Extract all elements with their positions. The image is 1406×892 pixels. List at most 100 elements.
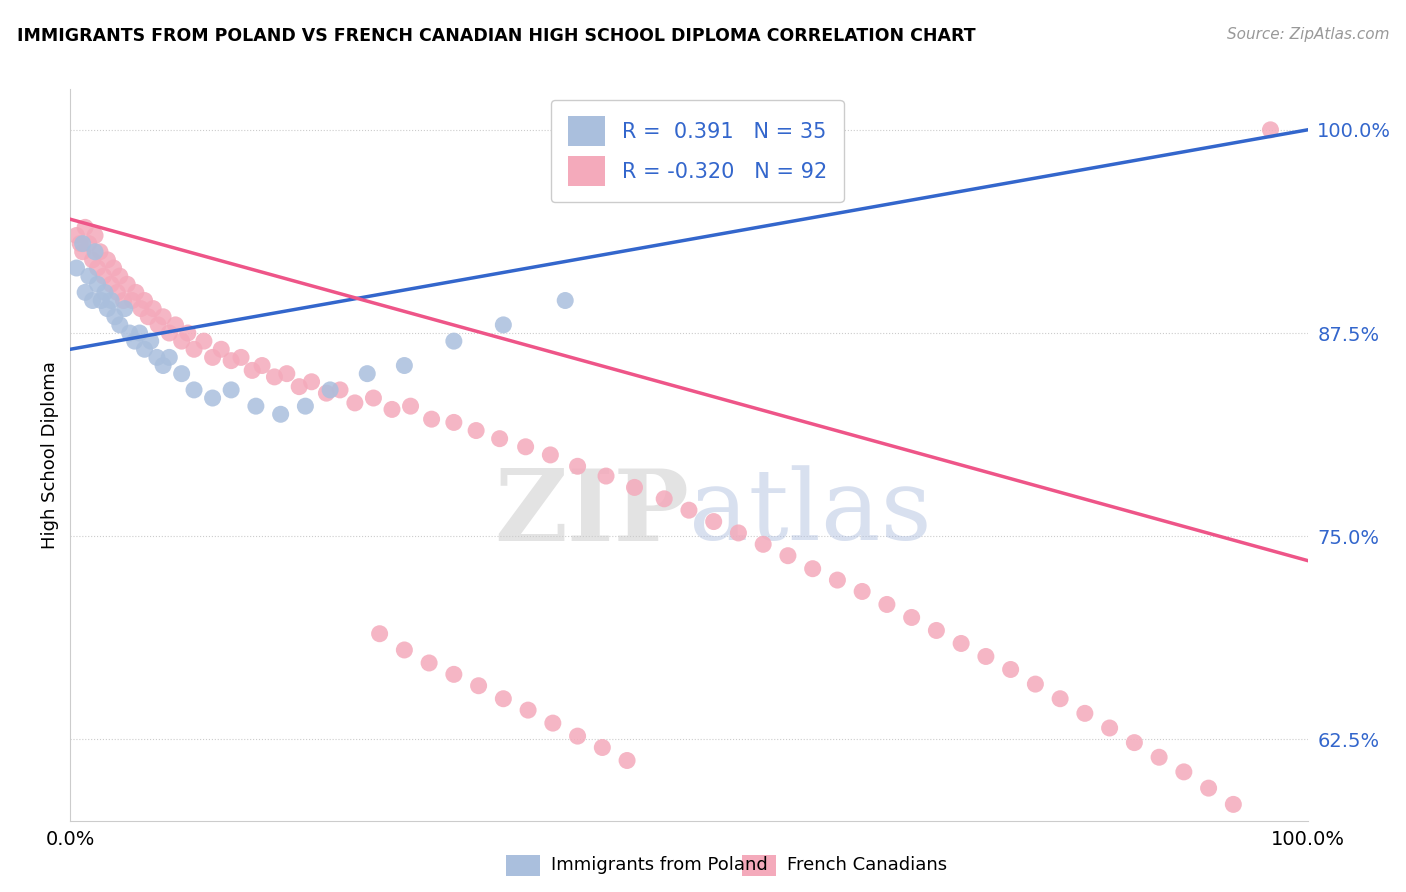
Point — [193, 334, 215, 348]
Point — [517, 703, 540, 717]
Point — [595, 469, 617, 483]
Point — [134, 293, 156, 308]
Point — [139, 334, 162, 348]
Point — [263, 370, 285, 384]
Text: ZIP: ZIP — [494, 465, 689, 562]
Point — [157, 326, 180, 340]
Point — [418, 656, 440, 670]
Point — [77, 236, 100, 251]
Point — [950, 636, 973, 650]
Point — [84, 228, 107, 243]
Point — [1173, 764, 1195, 779]
Point — [443, 667, 465, 681]
Y-axis label: High School Diploma: High School Diploma — [41, 361, 59, 549]
Point — [89, 244, 111, 259]
Point — [703, 515, 725, 529]
Point — [170, 334, 193, 348]
Point — [554, 293, 576, 308]
Point — [177, 326, 200, 340]
Point — [1260, 123, 1282, 137]
Point — [108, 318, 131, 332]
Point — [201, 351, 224, 365]
Point — [752, 537, 775, 551]
Point — [75, 220, 97, 235]
Point — [678, 503, 700, 517]
Point — [900, 610, 922, 624]
Point — [245, 399, 267, 413]
Point — [240, 363, 263, 377]
Point — [82, 252, 104, 267]
Point — [492, 318, 515, 332]
Point — [1098, 721, 1121, 735]
Point — [1222, 797, 1244, 812]
Point — [616, 754, 638, 768]
Point — [69, 236, 91, 251]
Point — [104, 310, 127, 324]
Text: French Canadians: French Canadians — [787, 856, 948, 874]
Point — [100, 277, 122, 292]
Point — [112, 293, 135, 308]
Point — [623, 480, 645, 494]
Point — [201, 391, 224, 405]
Point — [394, 359, 416, 373]
Point — [100, 293, 122, 308]
Text: IMMIGRANTS FROM POLAND VS FRENCH CANADIAN HIGH SCHOOL DIPLOMA CORRELATION CHART: IMMIGRANTS FROM POLAND VS FRENCH CANADIA… — [17, 27, 976, 45]
Point — [567, 729, 589, 743]
Point — [165, 318, 187, 332]
Point — [315, 386, 337, 401]
Point — [152, 310, 174, 324]
Point — [128, 326, 150, 340]
Point — [541, 716, 564, 731]
Point — [1198, 781, 1220, 796]
Point — [319, 383, 342, 397]
Bar — [742, 855, 776, 876]
Point — [129, 301, 152, 316]
Point — [356, 367, 378, 381]
Point — [399, 399, 422, 413]
Point — [209, 343, 232, 357]
Point — [183, 383, 205, 397]
Point — [591, 740, 613, 755]
Point — [1147, 750, 1170, 764]
Point — [538, 448, 561, 462]
Point — [114, 301, 136, 316]
Point — [368, 626, 391, 640]
Point — [170, 367, 193, 381]
Point — [75, 285, 97, 300]
Point — [467, 679, 489, 693]
Point — [1024, 677, 1046, 691]
Point — [301, 375, 323, 389]
Point — [443, 334, 465, 348]
Point — [363, 391, 385, 405]
Point — [925, 624, 948, 638]
Point — [329, 383, 352, 397]
Point — [93, 269, 115, 284]
Point — [1123, 736, 1146, 750]
Point — [86, 260, 108, 275]
Point — [86, 277, 108, 292]
Point — [343, 396, 366, 410]
Point — [294, 399, 316, 413]
Point — [118, 326, 141, 340]
Point — [65, 260, 87, 275]
Point — [72, 244, 94, 259]
Point — [1049, 691, 1071, 706]
Point — [250, 359, 273, 373]
Point — [115, 277, 138, 292]
Point — [84, 244, 107, 259]
Bar — [506, 855, 540, 876]
Point — [727, 525, 749, 540]
Point — [801, 562, 824, 576]
Point — [134, 343, 156, 357]
Point — [90, 293, 112, 308]
Point — [142, 301, 165, 316]
Point — [851, 584, 873, 599]
Point — [183, 343, 205, 357]
Text: atlas: atlas — [689, 466, 932, 561]
Point — [65, 228, 87, 243]
Point — [136, 310, 159, 324]
Point — [77, 269, 100, 284]
Point — [124, 334, 146, 348]
Point — [72, 236, 94, 251]
Point — [827, 573, 849, 587]
